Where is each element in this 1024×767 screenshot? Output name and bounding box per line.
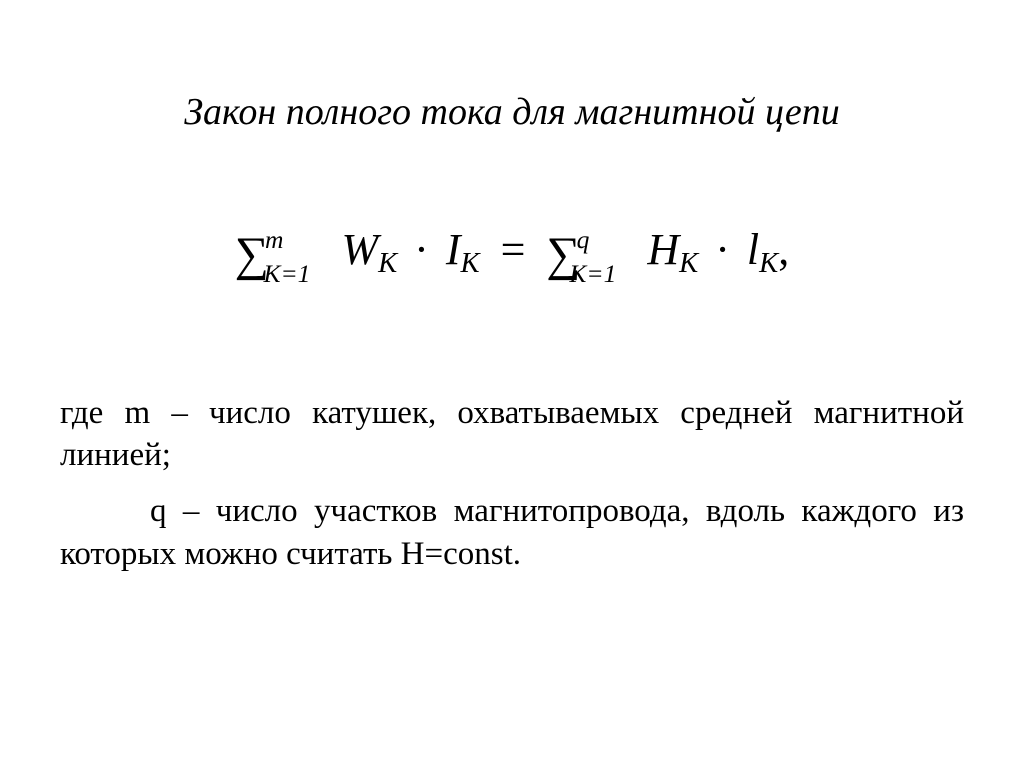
slide: Закон полного тока для магнитной цепи ∑m… [0, 0, 1024, 767]
paragraph-1: где m – число катушек, охватываемых сред… [60, 392, 964, 476]
term-w: W [341, 225, 378, 274]
term-h: H [647, 225, 679, 274]
term-l-sub: K [759, 248, 778, 279]
term-i: I [446, 225, 461, 274]
dot-icon: · [709, 225, 736, 274]
dot-icon: · [408, 225, 435, 274]
term-i-sub: K [460, 248, 479, 279]
slide-title: Закон полного тока для магнитной цепи [60, 90, 964, 134]
body-text: где m – число катушек, охватываемых сред… [60, 392, 964, 575]
sum1-limits: mK=1 [265, 249, 330, 275]
formula: ∑mK=1 WK · IK = ∑qK=1 HK · lK, [60, 224, 964, 282]
paragraph-2: q – число участков магнитопровода, вдоль… [60, 490, 964, 574]
formula-comma: , [778, 225, 789, 274]
term-w-sub: K [378, 248, 397, 279]
term-h-sub: K [679, 248, 698, 279]
term-l: l [747, 225, 759, 274]
sum2-limits: qK=1 [577, 249, 637, 275]
equals-sign: = [491, 225, 536, 274]
